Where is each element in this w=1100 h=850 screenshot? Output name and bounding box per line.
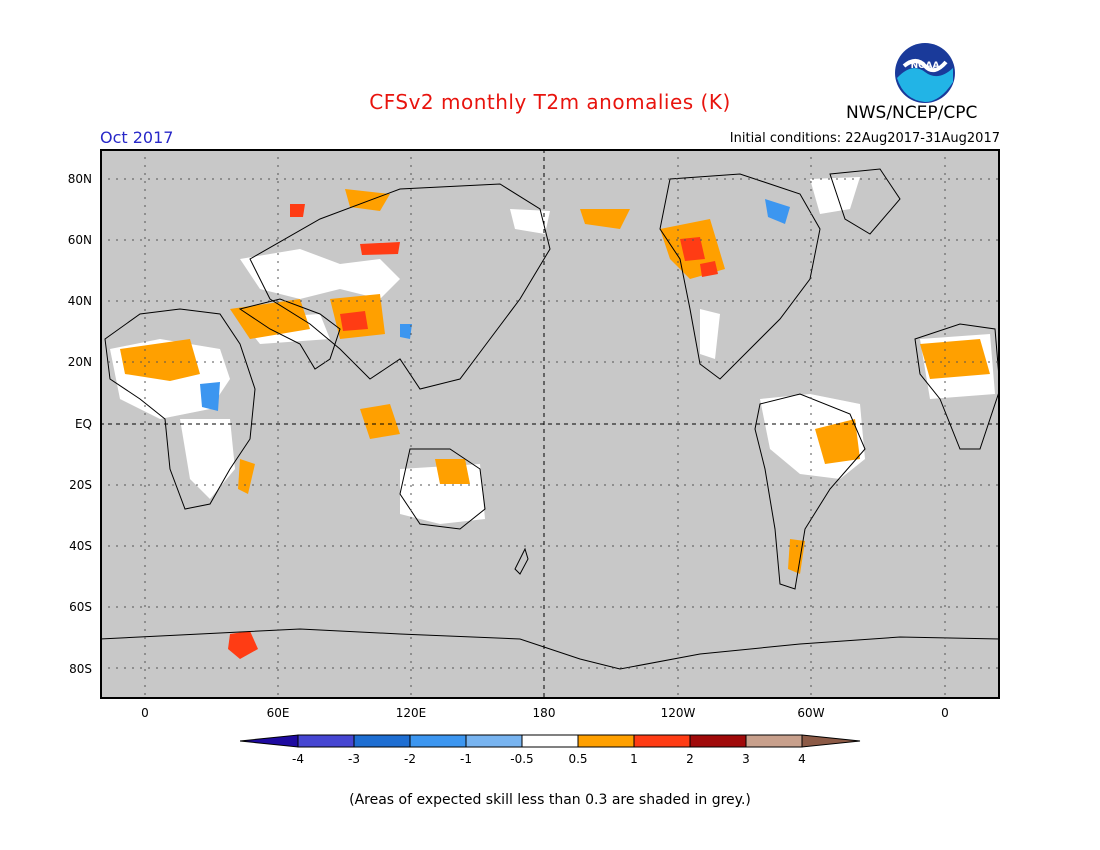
skill-footnote: (Areas of expected skill less than 0.3 a… <box>349 792 751 808</box>
legend-swatch <box>521 734 579 748</box>
lon-label: 60E <box>266 706 290 720</box>
initial-conditions: Initial conditions: 22Aug2017-31Aug2017 <box>729 131 1000 146</box>
lat-label: 60S <box>69 600 92 614</box>
legend-swatch <box>801 734 861 748</box>
lat-label: 40S <box>69 539 92 553</box>
lat-label: EQ <box>74 417 92 431</box>
legend-swatch <box>745 734 803 748</box>
agency-label: NWS/NCEP/CPC <box>846 103 978 123</box>
lat-label: 80N <box>67 172 92 186</box>
noaa-logo: NOAA <box>895 43 955 103</box>
lon-label: 0 <box>141 706 149 720</box>
legend-tick-label: 3 <box>742 752 750 766</box>
legend-swatch <box>465 734 523 748</box>
lat-label: 80S <box>69 662 92 676</box>
legend-tick-label: 1 <box>630 752 638 766</box>
coastlines <box>100 168 1000 670</box>
lat-label: 20N <box>67 355 92 369</box>
map-border <box>100 149 1000 699</box>
logo-text: NOAA <box>911 61 940 71</box>
lat-label: 60N <box>67 233 92 247</box>
legend-swatch <box>689 734 747 748</box>
legend-tick-label: -4 <box>292 752 304 766</box>
legend-tick-label: 0.5 <box>568 752 587 766</box>
legend-swatch <box>240 734 299 748</box>
legend-tick-label: 4 <box>798 752 806 766</box>
legend-swatch <box>577 734 635 748</box>
lon-label: 0 <box>941 706 949 720</box>
color-legend: -4 -3 -2 -1 -0.5 0.5 1 2 3 4 <box>240 734 861 766</box>
legend-tick-label: -2 <box>404 752 416 766</box>
legend-tick-label: 2 <box>686 752 694 766</box>
legend-swatch <box>633 734 691 748</box>
lon-label: 180 <box>532 706 556 720</box>
legend-tick-label: -1 <box>460 752 472 766</box>
world-map <box>100 149 1000 699</box>
strong-positive-anomaly-regions <box>228 204 718 659</box>
lat-label: 20S <box>69 478 92 492</box>
lon-label: 120W <box>660 706 696 720</box>
legend-swatch <box>353 734 411 748</box>
forecast-month: Oct 2017 <box>100 128 174 147</box>
lon-label: 60W <box>797 706 825 720</box>
negative-anomaly-regions <box>200 199 790 411</box>
legend-swatch <box>297 734 355 748</box>
legend-tick-label: -3 <box>348 752 360 766</box>
legend-tick-label: -0.5 <box>510 752 533 766</box>
lat-label: 40N <box>67 294 92 308</box>
map-title: CFSv2 monthly T2m anomalies (K) <box>369 90 731 114</box>
lon-label: 120E <box>395 706 427 720</box>
legend-swatch <box>409 734 467 748</box>
graticule <box>100 149 1000 699</box>
